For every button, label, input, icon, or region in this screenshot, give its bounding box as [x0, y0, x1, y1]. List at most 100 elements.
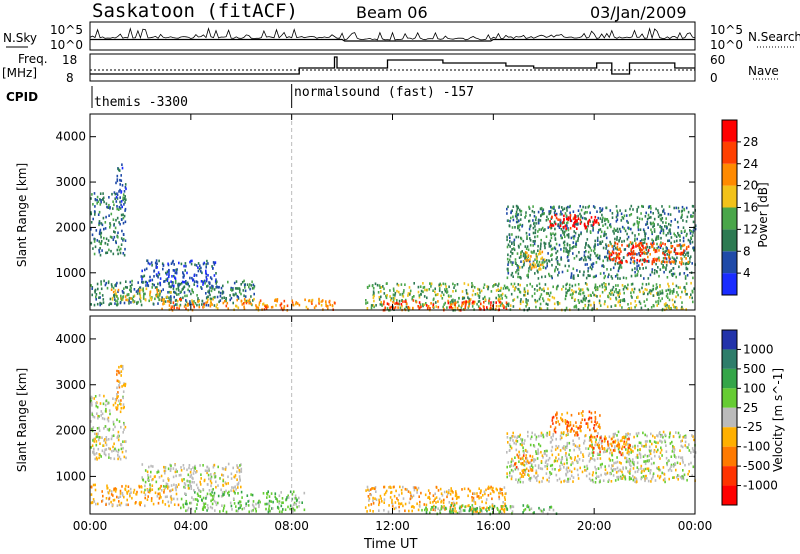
- data-cell: [605, 236, 608, 240]
- data-cell: [519, 242, 522, 246]
- data-cell: [681, 439, 683, 443]
- data-cell: [645, 283, 648, 286]
- data-cell: [650, 207, 652, 210]
- data-cell: [572, 276, 574, 280]
- data-cell: [568, 288, 571, 292]
- data-cell: [119, 207, 122, 210]
- data-cell: [320, 304, 323, 307]
- data-cell: [242, 289, 245, 292]
- data-cell: [243, 307, 246, 311]
- data-cell: [609, 472, 612, 476]
- data-cell: [651, 262, 654, 266]
- data-cell: [105, 202, 108, 205]
- data-cell: [692, 231, 694, 234]
- data-cell: [122, 198, 124, 202]
- data-cell: [177, 289, 180, 292]
- data-cell: [369, 493, 371, 496]
- data-cell: [622, 475, 625, 478]
- data-cell: [525, 305, 527, 308]
- data-cell: [106, 484, 108, 488]
- data-cell: [617, 252, 620, 256]
- data-cell: [521, 250, 523, 253]
- data-cell: [463, 282, 466, 285]
- data-cell: [545, 219, 548, 222]
- data-cell: [514, 467, 517, 471]
- data-cell: [423, 503, 426, 506]
- data-cell: [525, 460, 527, 464]
- data-cell: [585, 276, 588, 280]
- data-cell: [108, 502, 110, 506]
- data-cell: [103, 236, 105, 240]
- data-cell: [187, 283, 189, 286]
- data-cell: [568, 264, 570, 268]
- data-cell: [213, 473, 216, 477]
- data-cell: [97, 416, 99, 420]
- data-cell: [636, 258, 638, 262]
- data-cell: [450, 306, 452, 309]
- data-cell: [180, 497, 183, 501]
- data-cell: [541, 256, 544, 260]
- data-cell: [248, 301, 250, 305]
- data-cell: [103, 394, 105, 398]
- data-cell: [511, 226, 514, 229]
- data-cell: [679, 286, 681, 289]
- data-cell: [119, 371, 121, 375]
- data-cell: [502, 304, 504, 308]
- data-cell: [657, 237, 660, 240]
- data-cell: [96, 239, 99, 242]
- data-cell: [512, 435, 514, 438]
- data-cell: [159, 494, 161, 498]
- data-cell: [184, 303, 187, 307]
- data-cell: [525, 449, 527, 452]
- data-cell: [570, 457, 573, 460]
- data-cell: [581, 288, 584, 291]
- data-cell: [240, 470, 243, 473]
- data-cell: [639, 290, 641, 294]
- data-cell: [120, 200, 123, 203]
- data-cell: [631, 256, 633, 259]
- data-cell: [513, 441, 515, 445]
- data-cell: [98, 453, 101, 456]
- data-cell: [116, 281, 118, 285]
- data-cell: [643, 250, 645, 254]
- data-cell: [434, 287, 436, 291]
- data-cell: [470, 508, 472, 512]
- data-cell: [626, 260, 628, 264]
- data-cell: [523, 459, 525, 463]
- data-cell: [125, 484, 127, 488]
- data-cell: [576, 445, 578, 449]
- data-cell: [430, 506, 433, 509]
- data-cell: [199, 483, 202, 486]
- data-cell: [539, 306, 541, 310]
- data-cell: [386, 302, 389, 305]
- data-cell: [420, 305, 422, 309]
- data-cell: [120, 501, 123, 505]
- data-cell: [140, 501, 142, 504]
- data-cell: [132, 491, 135, 494]
- data-cell: [528, 478, 530, 481]
- data-cell: [401, 304, 403, 308]
- data-cell: [632, 260, 635, 264]
- data-cell: [577, 299, 580, 302]
- data-cell: [93, 440, 96, 443]
- data-cell: [675, 456, 677, 459]
- data-cell: [561, 229, 564, 233]
- data-cell: [199, 490, 202, 493]
- data-cell: [255, 307, 258, 310]
- data-cell: [198, 299, 200, 303]
- data-cell: [95, 432, 98, 436]
- data-cell: [596, 287, 599, 290]
- data-cell: [506, 472, 508, 475]
- data-cell: [430, 302, 432, 305]
- data-cell: [371, 304, 373, 307]
- data-cell: [167, 262, 169, 266]
- data-cell: [630, 464, 632, 468]
- data-cell: [545, 292, 548, 295]
- data-cell: [109, 447, 111, 451]
- data-cell: [497, 294, 500, 297]
- data-cell: [579, 466, 581, 470]
- data-cell: [393, 485, 395, 489]
- data-cell: [617, 284, 619, 287]
- data-cell: [224, 468, 227, 471]
- data-cell: [495, 307, 497, 311]
